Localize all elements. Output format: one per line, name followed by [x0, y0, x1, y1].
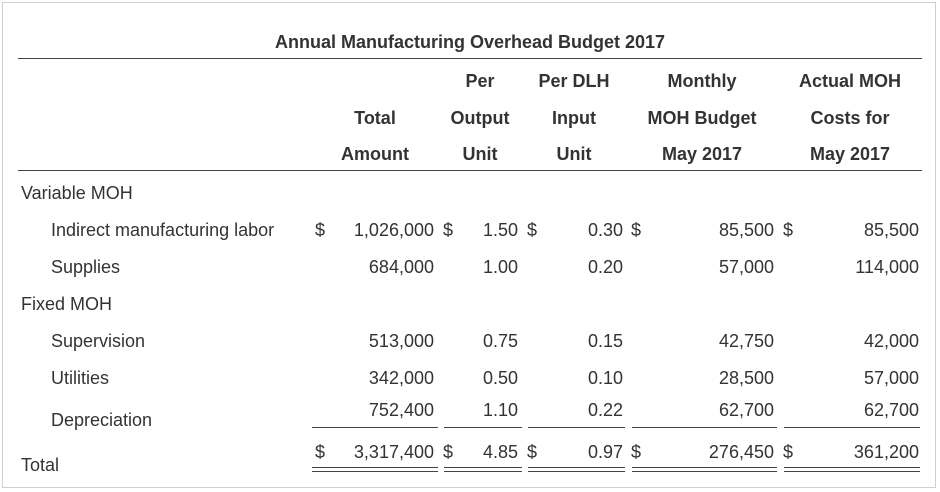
row-label: Supervision	[51, 331, 146, 351]
currency-symbol: $	[527, 220, 538, 240]
header-per-output-line-2: Output	[450, 108, 510, 128]
row-label: Utilities	[51, 368, 110, 388]
currency-symbol: $	[315, 442, 326, 462]
page-title: Annual Manufacturing Overhead Budget 201…	[274, 32, 666, 52]
header-monthly-line-3: May 2017	[661, 144, 743, 164]
currency-symbol: $	[631, 442, 642, 462]
header-per-output-line-1: Per	[465, 71, 495, 91]
header-actual-line-2: Costs for	[810, 108, 890, 128]
cell-actual: 85,500	[863, 220, 919, 240]
row-label: Depreciation	[51, 410, 153, 430]
header-monthly-line-1: Monthly	[667, 71, 737, 91]
row-label: Indirect manufacturing labor	[51, 220, 275, 240]
currency-symbol: $	[443, 220, 454, 240]
cell-actual: 62,700	[863, 400, 919, 420]
cell-total: 752,400	[368, 400, 434, 420]
cell-per-output: 1.10	[482, 400, 518, 420]
cell-monthly: 276,450	[708, 442, 774, 462]
cell-per-dlh: 0.30	[587, 220, 623, 240]
cell-per-dlh: 0.15	[587, 331, 623, 351]
header-rule	[18, 170, 922, 171]
currency-symbol: $	[315, 220, 326, 240]
cell-total: 3,317,400	[353, 442, 434, 462]
total-double-rule-per-dlh	[528, 467, 625, 472]
cell-per-output: 1.50	[482, 220, 518, 240]
cell-actual: 57,000	[863, 368, 919, 388]
subtotal-rule-per-dlh	[528, 427, 625, 428]
total-double-rule-total	[312, 467, 438, 472]
cell-per-dlh: 0.97	[587, 442, 623, 462]
title-rule	[18, 58, 922, 59]
cell-monthly: 62,700	[718, 400, 774, 420]
cell-per-dlh: 0.10	[587, 368, 623, 388]
cell-total: 684,000	[368, 257, 434, 277]
header-actual-line-1: Actual MOH	[798, 71, 901, 91]
subtotal-rule-total	[312, 427, 438, 428]
header-per-output-line-3: Unit	[462, 144, 498, 164]
currency-symbol: $	[527, 442, 538, 462]
cell-monthly: 28,500	[718, 368, 774, 388]
cell-actual: 361,200	[853, 442, 919, 462]
header-actual-line-3: May 2017	[809, 144, 891, 164]
currency-symbol: $	[443, 442, 454, 462]
cell-actual: 42,000	[863, 331, 919, 351]
header-monthly-line-2: MOH Budget	[647, 108, 757, 128]
header-per-dlh-line-1: Per DLH	[538, 71, 610, 91]
header-total-line-1: Total	[354, 108, 396, 128]
currency-symbol: $	[783, 442, 794, 462]
cell-total: 342,000	[368, 368, 434, 388]
row-label: Supplies	[51, 257, 121, 277]
cell-per-output: 1.00	[482, 257, 518, 277]
cell-monthly: 42,750	[718, 331, 774, 351]
cell-total: 1,026,000	[353, 220, 434, 240]
subtotal-rule-actual	[784, 427, 920, 428]
header-per-dlh-line-2: Input	[552, 108, 596, 128]
currency-symbol: $	[631, 220, 642, 240]
header-per-dlh-line-3: Unit	[556, 144, 592, 164]
currency-symbol: $	[783, 220, 794, 240]
cell-monthly: 57,000	[718, 257, 774, 277]
cell-monthly: 85,500	[718, 220, 774, 240]
subtotal-rule-monthly	[632, 427, 777, 428]
total-label: Total	[21, 455, 60, 475]
cell-per-dlh: 0.20	[587, 257, 623, 277]
header-total-line-2: Amount	[341, 144, 409, 164]
total-double-rule-monthly	[632, 467, 777, 472]
section-fixed-label: Fixed MOH	[21, 294, 113, 314]
cell-per-dlh: 0.22	[587, 400, 623, 420]
cell-per-output: 0.50	[482, 368, 518, 388]
total-double-rule-actual	[784, 467, 920, 472]
cell-total: 513,000	[368, 331, 434, 351]
cell-actual: 114,000	[855, 257, 919, 277]
section-variable-label: Variable MOH	[21, 183, 133, 203]
total-double-rule-per-output	[444, 467, 522, 472]
cell-per-output: 4.85	[482, 442, 518, 462]
subtotal-rule-per-output	[444, 427, 522, 428]
cell-per-output: 0.75	[482, 331, 518, 351]
